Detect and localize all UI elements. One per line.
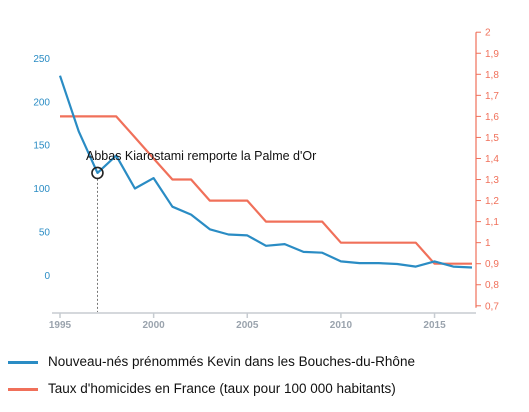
annotation-layer: Abbas Kiarostami remporte la Palme d'Or <box>86 149 316 312</box>
x-tick-label: 2000 <box>143 320 166 331</box>
left-tick-label: 50 <box>39 227 51 238</box>
legend-item-homicides: Taux d'homicides en France (taux pour 10… <box>0 379 529 401</box>
x-axis: 1995 2000 2005 2010 2015 <box>49 312 476 331</box>
left-tick-label: 0 <box>44 271 50 282</box>
right-tick-label: 0,8 <box>485 280 499 291</box>
legend-label-kevin: Nouveau-nés prénommés Kevin dans les Bou… <box>48 354 415 369</box>
right-axis: 0,7 0,8 0,9 1 1,1 1,2 1,3 1,4 1,5 1,6 1,7 1,8 1,9 2 <box>475 28 499 312</box>
legend-swatch-homicides <box>8 388 38 391</box>
right-tick-label: 1,2 <box>485 196 499 207</box>
right-tick-label: 1,4 <box>485 154 499 165</box>
left-axis-ticks: 0 50 100 150 200 250 <box>33 54 50 282</box>
right-tick-label: 1,3 <box>485 175 499 186</box>
left-tick-label: 100 <box>33 184 50 195</box>
series-layer <box>58 75 473 269</box>
left-tick-label: 150 <box>33 141 50 152</box>
right-tick-label: 2 <box>485 28 491 39</box>
legend-item-kevin: Nouveau-nés prénommés Kevin dans les Bou… <box>0 352 529 374</box>
right-tick-label: 1,8 <box>485 70 499 81</box>
legend-label-homicides: Taux d'homicides en France (taux pour 10… <box>48 381 396 396</box>
x-tick-label: 2015 <box>423 320 446 331</box>
left-tick-label: 200 <box>33 97 50 108</box>
annotation-label: Abbas Kiarostami remporte la Palme d'Or <box>86 149 316 163</box>
right-tick-label: 0,7 <box>485 301 499 312</box>
x-tick-label: 1995 <box>49 320 72 331</box>
x-tick-label: 2010 <box>330 320 353 331</box>
series-line-kevin <box>58 75 473 269</box>
right-tick-label: 1,9 <box>485 49 499 60</box>
right-tick-label: 1 <box>485 238 491 249</box>
right-tick-label: 1,1 <box>485 217 499 228</box>
legend-swatch-kevin <box>8 361 38 364</box>
left-tick-label: 250 <box>33 54 50 65</box>
series-line-homicides <box>60 115 472 265</box>
right-tick-label: 0,9 <box>485 259 499 270</box>
right-tick-label: 1,5 <box>485 133 499 144</box>
right-tick-label: 1,6 <box>485 112 499 123</box>
annotation-marker <box>91 166 104 180</box>
x-tick-label: 2005 <box>236 320 259 331</box>
chart: 0 50 100 150 200 250 0,7 0,8 0,9 1 1,1 1,2 1,3 1,4 1,… <box>33 28 499 331</box>
right-tick-label: 1,7 <box>485 91 499 102</box>
